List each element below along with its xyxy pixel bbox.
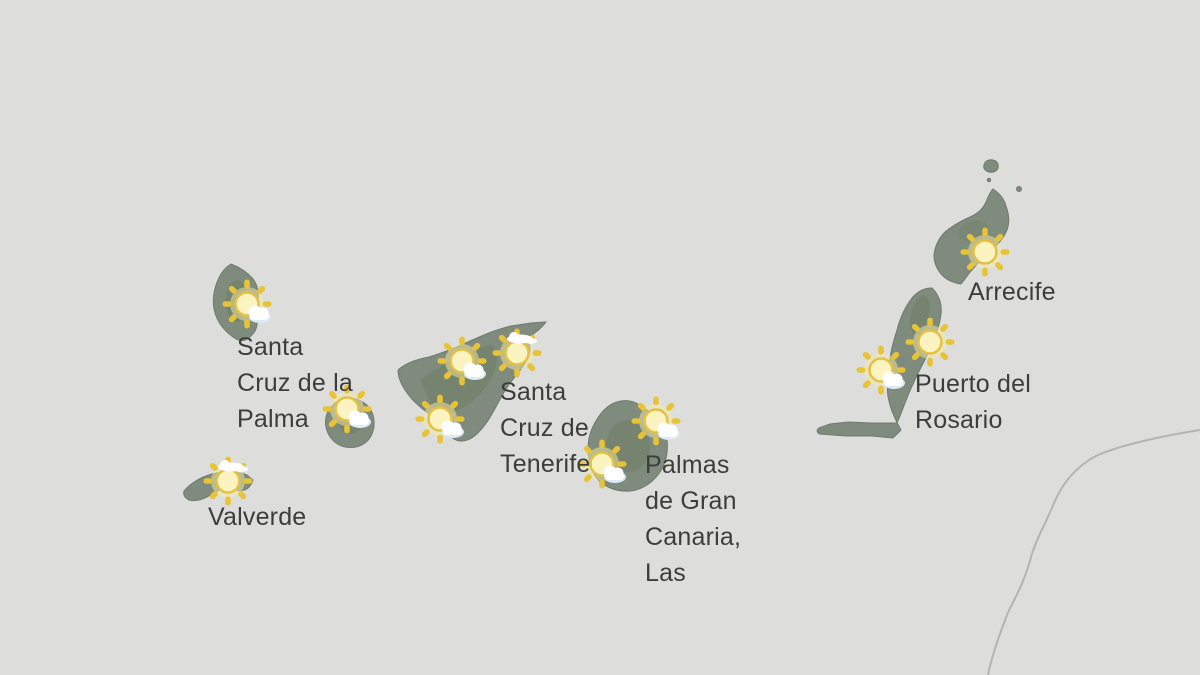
sunny-icon[interactable] [957,224,1013,280]
sun-behind-cloud-icon[interactable] [434,333,490,389]
label-santa-cruz-de-tenerife: Santa Cruz de Tenerife [500,378,591,478]
sun-with-high-cloud-icon[interactable] [489,325,545,381]
sun-behind-cloud-icon[interactable] [219,276,275,332]
islet-la-graciosa [983,159,999,173]
islet-small-1 [1016,186,1022,192]
sun-behind-cloud-icon[interactable] [853,342,909,398]
label-santa-cruz-de-la-palma: Santa Cruz de la Palma [237,333,353,433]
label-puerto-del-rosario: Puerto del Rosario [915,370,1031,434]
african-coastline [987,429,1200,675]
sun-behind-cloud-icon[interactable] [412,391,468,447]
label-palmas-de-gran-canaria: Palmas de Gran Canaria, Las [645,451,742,587]
sun-behind-cloud-icon[interactable] [628,393,684,449]
sunny-icon[interactable] [902,314,958,370]
label-arrecife: Arrecife [968,278,1056,306]
islet-small-2 [986,177,992,183]
label-valverde: Valverde [208,503,307,531]
